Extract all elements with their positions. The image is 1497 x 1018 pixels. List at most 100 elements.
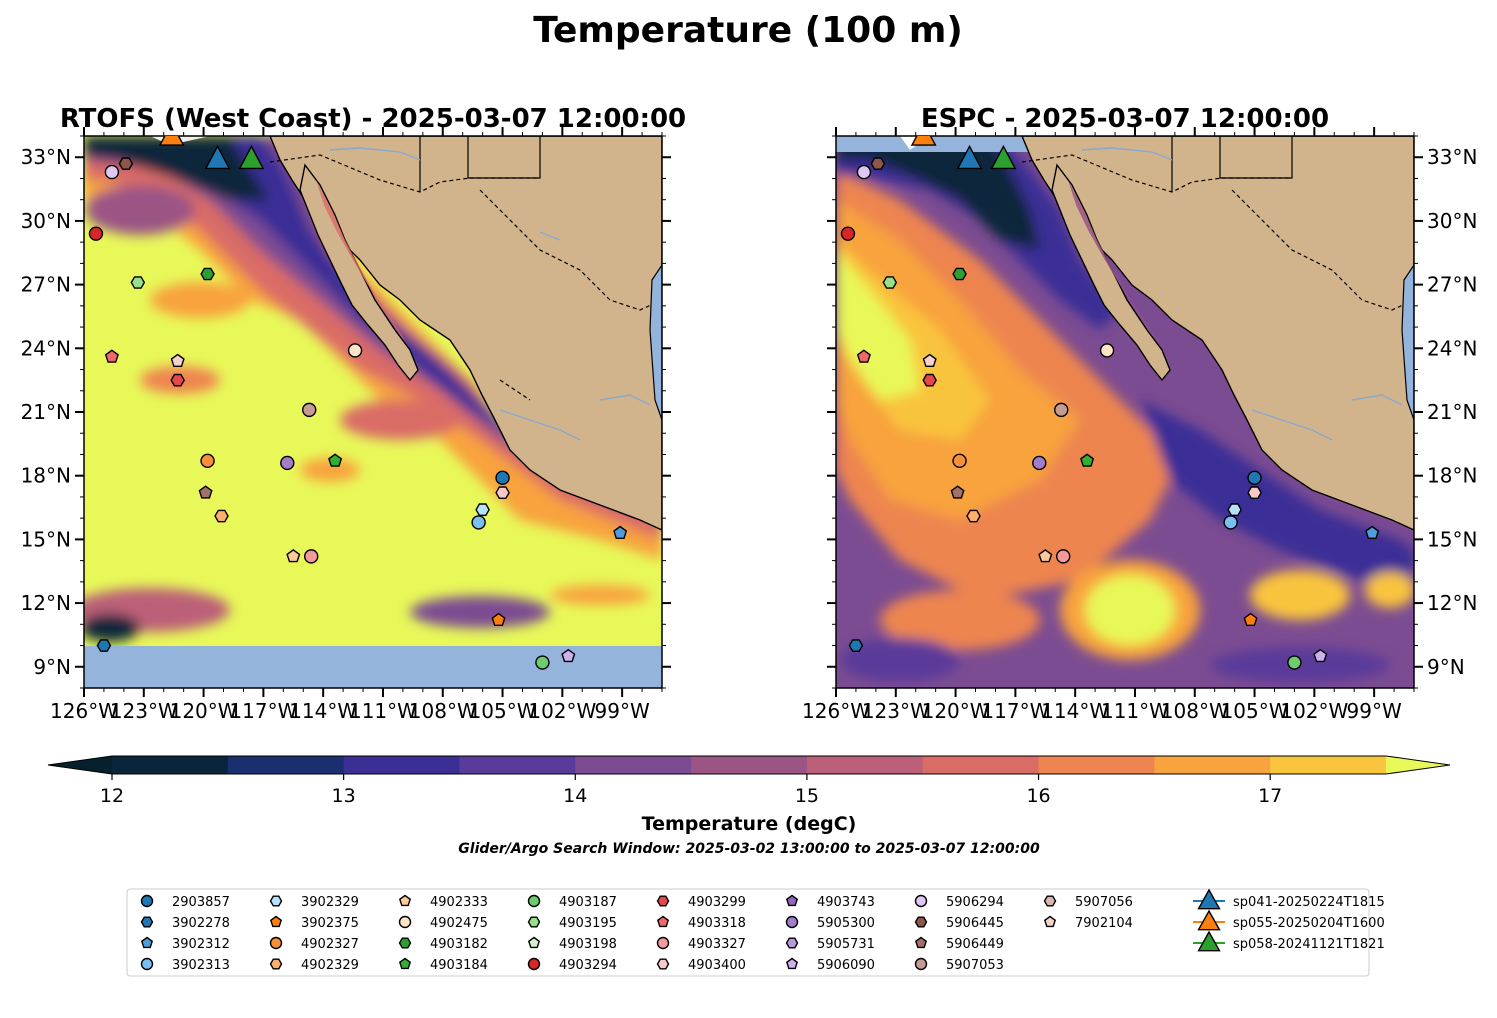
legend-marker	[914, 894, 928, 908]
legend-label: 3902329	[301, 895, 359, 910]
float-marker-4903184	[1080, 453, 1095, 467]
glider-marker-sp041-20250224T1815	[956, 144, 983, 170]
legend-label: 3902313	[172, 958, 230, 973]
rtofs-map-field	[84, 136, 662, 688]
y-tick-label: 9°N	[33, 655, 71, 679]
float-marker-5906294	[856, 164, 872, 180]
x-tick-label: 108°W	[1161, 699, 1229, 723]
legend-entry-5907053: 5907053	[914, 957, 1004, 973]
float-marker-4903294	[840, 226, 856, 241]
left-panel-title: RTOFS (West Coast) - 2025-03-07 12:00:00	[60, 104, 686, 134]
legend-marker	[140, 957, 154, 971]
legend-label: 4903743	[817, 895, 875, 910]
float-marker-5907056	[58, 177, 71, 188]
x-tick-label: 108°W	[409, 699, 477, 723]
y-tick-label: 24°N	[21, 336, 71, 360]
legend-entry-4902327: 4902327	[269, 936, 359, 952]
legend-marker	[656, 895, 670, 907]
legend-label: 5907056	[1075, 895, 1133, 910]
legend-label: 4903294	[559, 958, 617, 973]
legend-label: 4903187	[559, 895, 617, 910]
y-tick-label: 21°N	[1427, 400, 1477, 424]
y-tick-label: 18°N	[21, 464, 71, 488]
float-marker-4903195	[882, 276, 898, 289]
float-marker-4903294	[88, 226, 104, 241]
legend-label: 4903195	[559, 916, 617, 931]
float-marker-3902278	[96, 639, 112, 652]
y-tick-label: 9°N	[1427, 655, 1465, 679]
legend-marker	[785, 894, 799, 907]
x-tick-label: 114°W	[1041, 699, 1109, 723]
legend-entry-3902313: 3902313	[140, 957, 230, 973]
figure-title: Temperature (100 m)	[533, 10, 963, 51]
y-tick-label: 18°N	[1427, 464, 1477, 488]
float-marker-4902475	[347, 343, 363, 358]
colorbar-cell	[691, 756, 808, 774]
legend-label: 5906445	[946, 916, 1004, 931]
float-marker-4903184	[328, 453, 343, 467]
legend-marker	[527, 957, 541, 971]
legend-entry-sp058-20241121T1821: sp058-20241121T1821	[1193, 930, 1385, 952]
float-marker-4902329	[214, 509, 229, 523]
y-tick-label: 27°N	[1427, 273, 1477, 297]
colorbar-cell	[575, 756, 692, 774]
y-tick-label: 15°N	[1427, 527, 1477, 551]
float-marker-3902278	[848, 639, 864, 652]
legend-entry-5907056: 5907056	[1043, 895, 1133, 910]
legend-entry-4903184: 4903184	[398, 957, 488, 973]
float-marker-3902312	[1365, 525, 1380, 539]
float-marker-5905300	[280, 455, 295, 471]
float-marker-4903327	[304, 549, 319, 564]
float-marker-4903299	[922, 373, 938, 387]
legend-marker	[269, 936, 283, 950]
espc-float-markers	[840, 136, 1380, 670]
right-panel-title: ESPC - 2025-03-07 12:00:00	[921, 104, 1329, 134]
legend-marker	[914, 936, 928, 949]
legend-label: 4903299	[688, 895, 746, 910]
legend-marker	[656, 936, 670, 950]
glider-marker-sp041-20250224T1815	[204, 144, 231, 170]
legend-entry-4902329: 4902329	[269, 958, 359, 973]
x-tick-label: 117°W	[981, 699, 1049, 723]
legend-label: 5906449	[946, 937, 1004, 952]
legend: 2903857 3902278 3902312 3902313 3902329 39023…	[126, 888, 1385, 977]
legend-entry-4902333: 4902333	[398, 894, 488, 910]
legend-entry-4903743: 4903743	[785, 894, 875, 910]
legend-label: 4903182	[430, 937, 488, 952]
float-marker-3902375	[491, 612, 506, 626]
float-marker-3902375	[1243, 612, 1258, 626]
legend-label: 3902278	[172, 916, 230, 931]
legend-label: sp041-20250224T1815	[1233, 895, 1385, 910]
legend-entry-3902375: 3902375	[269, 915, 359, 931]
colorbar-cell	[1154, 756, 1271, 774]
legend-label: sp055-20250204T1600	[1233, 916, 1385, 931]
legend-entry-3902329: 3902329	[269, 895, 359, 910]
colorbar-tick-label: 13	[332, 785, 356, 807]
legend-label: 4902327	[301, 937, 359, 952]
legend-entry-3902278: 3902278	[140, 916, 230, 931]
legend-label: 4903198	[559, 937, 617, 952]
legend-marker	[1043, 915, 1057, 928]
espc-marker-layer	[840, 136, 1380, 670]
legend-marker	[398, 915, 412, 929]
espc-map-panel: 126°W123°W120°W117°W114°W111°W108°W105°W…	[802, 127, 1477, 723]
x-tick-label: 117°W	[229, 699, 297, 723]
float-marker-4903182	[952, 267, 967, 281]
legend-label: 5907053	[946, 958, 1004, 973]
x-tick-label: 126°W	[50, 699, 118, 723]
float-marker-4902333	[1038, 549, 1053, 563]
glider-marker-sp055-20250204T1600	[910, 136, 937, 146]
rtofs-float-markers	[58, 136, 628, 670]
colorbar-over-extension	[1386, 756, 1450, 774]
legend-label: 4903318	[688, 916, 746, 931]
rtofs-us-borders	[419, 136, 541, 192]
espc-ticks: 126°W123°W120°W117°W114°W111°W108°W105°W…	[802, 127, 1477, 723]
x-tick-label: 123°W	[110, 699, 178, 723]
legend-marker	[1043, 895, 1057, 907]
legend-frame	[126, 888, 1370, 977]
colorbar: 12 13 14 15 16 17 Temperature (degC)	[47, 755, 1451, 835]
legend-label: 4902333	[430, 895, 488, 910]
colorbar-cell	[343, 756, 460, 774]
y-tick-label: 33°N	[21, 145, 71, 169]
x-tick-label: 120°W	[922, 699, 990, 723]
